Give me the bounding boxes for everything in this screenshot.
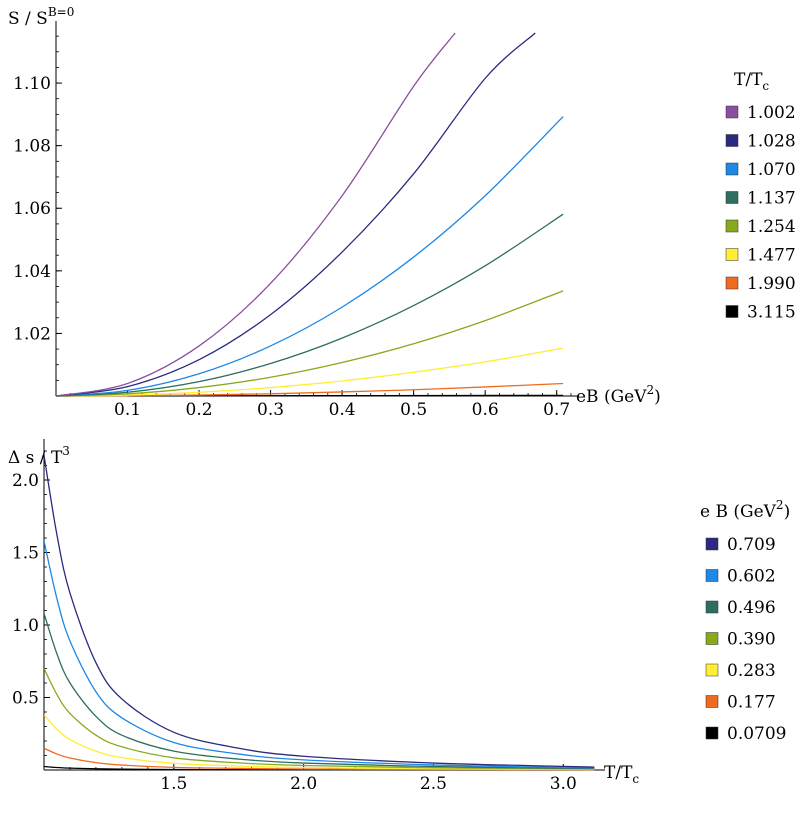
y-axis-label-base: S / S — [8, 9, 48, 29]
legend-entry-label: 0.390 — [727, 630, 776, 650]
x-axis-label: eB (GeV2) — [576, 383, 661, 407]
x-tick-label: 0.4 — [329, 400, 356, 420]
series-line-1.137 — [56, 213, 564, 397]
series-line-1.002 — [56, 32, 456, 397]
series-line-0.496 — [44, 613, 595, 770]
legend-entry-label: 0.496 — [727, 598, 776, 618]
legend-entry-label: 1.137 — [747, 189, 796, 209]
legend-swatch — [725, 219, 739, 233]
y-tick-label: 1.5 — [12, 544, 39, 564]
legend-title-sub: c — [762, 79, 769, 93]
series-line-1.070 — [56, 116, 564, 397]
x-axis-label: T/Tc — [604, 763, 639, 786]
chart-panel-2: 1.5 2.0 2.5 3.0 0.5 1.0 1.5 2.0 Δ s / T3 T/Tc e B … — [8, 439, 790, 794]
y-tick-label: 0.5 — [12, 689, 39, 709]
legend-entry-label: 0.602 — [727, 567, 776, 587]
legend-swatch — [725, 276, 739, 290]
legend-entry-label: 0.0709 — [727, 724, 786, 744]
y-tick-label: 1.02 — [13, 324, 51, 344]
x-tick-label: 0.3 — [257, 400, 284, 420]
legend-swatch — [725, 248, 739, 261]
legend-swatch — [705, 632, 719, 645]
legend-entry-label: 0.283 — [727, 661, 776, 681]
legend-entry-label: 3.115 — [747, 303, 796, 323]
legend-swatch — [725, 191, 739, 204]
x-tick-label: 0.6 — [472, 400, 499, 420]
legend-entry-label: 0.177 — [727, 693, 776, 713]
series-line-1.477 — [56, 347, 564, 397]
legend-entry-label: 1.254 — [747, 217, 796, 237]
legend-entry-label: 0.709 — [727, 535, 776, 555]
legend-title-base: e B (GeV — [700, 502, 777, 522]
legend-entry-label: 1.990 — [747, 274, 796, 294]
y-axis-label-sup: B=0 — [48, 5, 75, 19]
series-line-0.390 — [44, 668, 595, 770]
legend-swatch — [705, 695, 719, 708]
legend-entry-label: 1.070 — [747, 160, 796, 180]
legend-entry-label: 1.477 — [747, 246, 796, 266]
y-axis-label: Δ s / T3 — [8, 444, 70, 468]
legend-swatch — [725, 105, 739, 119]
legend-swatch — [705, 726, 719, 740]
x-tick-label: 3.0 — [550, 774, 577, 794]
y-tick-label: 1.10 — [13, 74, 51, 94]
y-tick-label: 1.0 — [12, 616, 39, 636]
x-tick-label: 0.2 — [186, 400, 213, 420]
legend-swatch — [705, 663, 719, 677]
y-axis-label-base: Δ s / T — [8, 448, 63, 468]
series-group — [56, 32, 564, 397]
x-tick-label: 0.7 — [543, 400, 570, 420]
legend-swatch — [725, 162, 739, 176]
legend-title-end: ) — [784, 502, 791, 522]
legend: T/Tc 1.002 1.028 1.070 1.137 1.254 1.477 1.990 3… — [725, 70, 796, 323]
y-tick-label: 1.04 — [13, 262, 51, 282]
x-tick-label: 2.5 — [420, 774, 447, 794]
y-tick-label: 1.06 — [13, 199, 51, 219]
series-line-0.602 — [44, 540, 595, 769]
legend-swatch — [705, 537, 719, 551]
chart-panel-1: 0.1 0.2 0.3 0.4 0.5 0.6 0.7 1.02 1.04 1.06 1.08 1.1… — [8, 5, 796, 420]
x-axis-label-end: ) — [654, 387, 661, 407]
x-axis-label-sub: c — [632, 772, 639, 786]
x-tick-label: 1.5 — [160, 774, 187, 794]
legend-entry-label: 1.002 — [747, 103, 796, 123]
series-line-1.990 — [56, 382, 564, 397]
series-group — [44, 455, 595, 771]
x-axis-label-sup: 2 — [647, 383, 655, 397]
y-tick-label: 2.0 — [12, 471, 39, 491]
x-tick-label: 0.1 — [114, 400, 141, 420]
legend-title-base: T/T — [734, 70, 763, 90]
legend-title: T/Tc — [734, 70, 769, 93]
legend-entry-label: 1.028 — [747, 132, 796, 152]
legend-swatch — [705, 600, 719, 614]
series-line-0.709 — [44, 455, 595, 768]
y-tick-label: 1.08 — [13, 137, 51, 157]
series-line-1.028 — [56, 32, 536, 397]
series-line-0.283 — [44, 714, 595, 771]
legend-swatch — [705, 569, 719, 582]
series-line-1.254 — [56, 290, 564, 397]
x-tick-label: 0.5 — [400, 400, 427, 420]
legend-swatch — [725, 305, 739, 318]
legend: e B (GeV2) 0.709 0.602 0.496 0.390 0.283 0.177… — [700, 498, 790, 744]
y-axis-label: S / SB=0 — [8, 5, 74, 29]
legend-title: e B (GeV2) — [700, 498, 790, 522]
x-axis-label-base: T/T — [604, 763, 633, 783]
legend-title-sup: 2 — [776, 498, 784, 512]
legend-swatch — [725, 134, 739, 147]
y-axis-label-sup: 3 — [62, 444, 70, 458]
x-tick-label: 2.0 — [290, 774, 317, 794]
x-axis-label-base: eB (GeV — [576, 387, 647, 407]
